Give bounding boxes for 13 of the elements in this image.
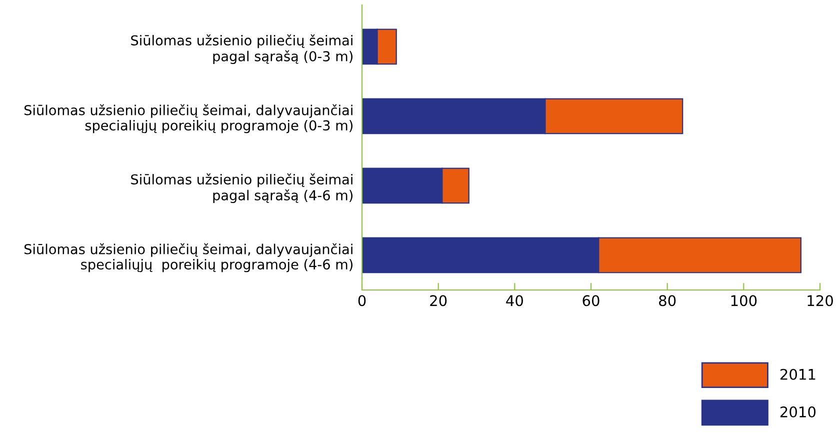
y-tick-label: Siūlomas užsienio piliečių šeimai, dalyvaujančiai specialiųjų poreikių programoje (4-6 m): [24, 243, 352, 272]
legend-label: 2010: [780, 406, 816, 418]
x-tick-label: 120: [808, 295, 833, 306]
y-tick-label: Siūlomas užsienio piliečių šeimai, dalyvaujančiai specialiųjų poreikių programoje (0-3 m): [24, 104, 352, 134]
x-tick-label: 100: [731, 295, 757, 306]
x-tick-label: 0: [358, 295, 366, 306]
y-tick-label: Siūlomas užsienio piliečių šeimai pagal sąrašą (0-3 m): [131, 34, 352, 64]
x-tick-label: 20: [430, 295, 447, 306]
legend-label: 2011: [780, 368, 816, 380]
x-tick-label: 80: [659, 295, 676, 306]
y-tick-label: Siūlomas užsienio piliečių šeimai pagal sąrašą (4-6 m): [131, 173, 352, 204]
x-tick-label: 60: [582, 295, 600, 306]
x-tick-label: 40: [506, 295, 523, 306]
